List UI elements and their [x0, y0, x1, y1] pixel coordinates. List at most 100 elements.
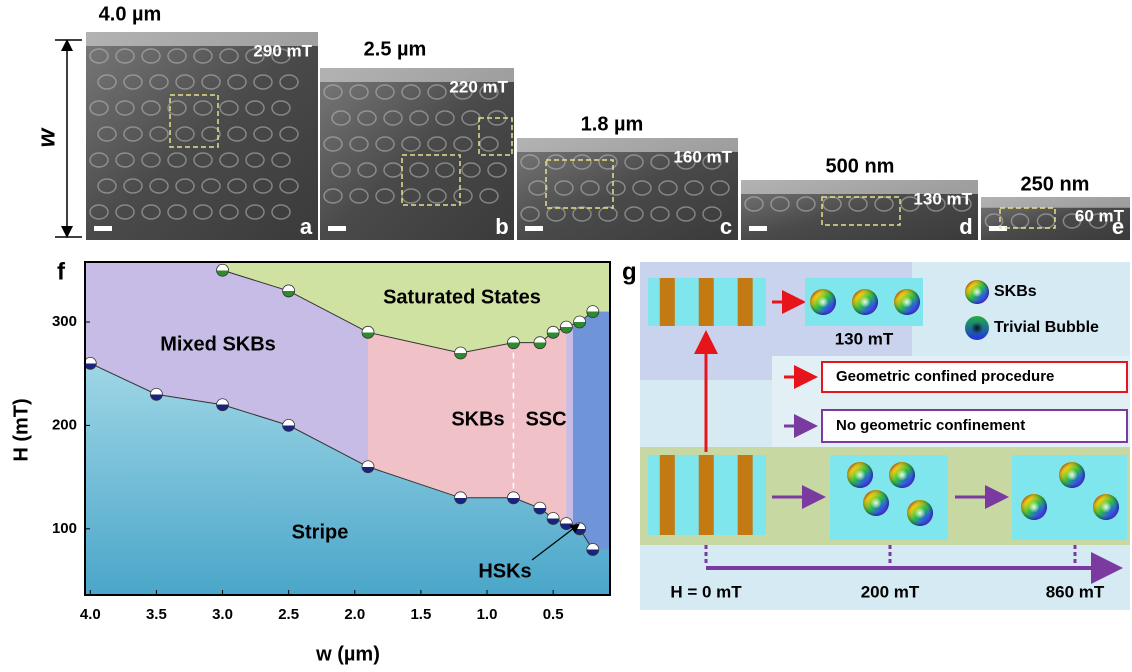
stripe [659, 278, 675, 326]
bubble [624, 154, 644, 170]
panel-letter: d [959, 214, 972, 239]
panel-letter: a [300, 214, 313, 239]
hsk-pointer [531, 523, 580, 561]
bubble [227, 178, 247, 194]
legend-label: Trivial Bubble [994, 319, 1099, 336]
bubble [528, 180, 548, 196]
bubble [227, 126, 247, 142]
bubble [149, 178, 169, 194]
edge-band [741, 180, 978, 194]
data-point [586, 543, 600, 556]
bubble [375, 136, 395, 152]
bubble [271, 48, 291, 64]
bubble [650, 206, 670, 222]
bubble [115, 100, 135, 116]
bubble [115, 204, 135, 220]
ball-shade [894, 289, 920, 315]
bubble [245, 152, 265, 168]
region-label: Stripe [292, 521, 349, 543]
bubble [167, 48, 187, 64]
data-point [216, 398, 229, 412]
panel-size: 2.5 µm [364, 38, 427, 60]
bubble [554, 180, 574, 196]
bubble [123, 74, 143, 90]
bubble [201, 178, 221, 194]
bubble [253, 126, 273, 142]
tem-panels: 4.0 µm 290 mT a 2.5 µm 220 mT b 1.8 µm 160 mT c 5… [86, 3, 1130, 240]
bubble [219, 48, 239, 64]
data-point [559, 517, 573, 531]
data-point [573, 522, 586, 536]
x-tick-label: 1.5 [410, 606, 431, 623]
panel-size: 1.8 µm [581, 113, 644, 135]
bubble [97, 126, 117, 142]
field-label: H = 0 mT [670, 582, 742, 601]
bubble [141, 48, 161, 64]
data-point [533, 336, 547, 350]
bubble [702, 206, 722, 222]
bubble [357, 162, 377, 178]
panel-letter: c [720, 214, 732, 239]
bubble [323, 136, 343, 152]
stripe [737, 278, 753, 326]
ball-shade [847, 462, 873, 488]
panel-letter: g [622, 258, 637, 285]
bubble [598, 206, 618, 222]
bubble [546, 154, 566, 170]
bubble [1010, 213, 1030, 229]
bubble [245, 48, 265, 64]
data-point [586, 305, 600, 319]
x-tick-label: 0.5 [543, 606, 564, 623]
bubble [479, 84, 499, 100]
data-point [507, 336, 520, 350]
edge-band [86, 32, 318, 46]
bubble [331, 162, 351, 178]
bubble [375, 188, 395, 204]
x-tick-label: 4.0 [80, 606, 101, 623]
region-label: HSKs [478, 560, 531, 582]
x-tick-label: 2.5 [278, 606, 299, 623]
panel-letter: f [57, 258, 66, 285]
data-point [361, 325, 375, 339]
ball-shade [965, 316, 989, 340]
ball-shade [852, 289, 878, 315]
bubble [253, 74, 273, 90]
bubble [952, 196, 972, 212]
bubble [123, 178, 143, 194]
bubble-image [830, 455, 948, 540]
ball-shade [810, 289, 836, 315]
bubble [115, 48, 135, 64]
bubble [219, 152, 239, 168]
bubble [375, 84, 395, 100]
x-tick-label: 3.0 [212, 606, 233, 623]
bubble [383, 110, 403, 126]
bubble [453, 136, 473, 152]
bubble [900, 196, 920, 212]
bubble [271, 100, 291, 116]
bubble [427, 84, 447, 100]
bubble [175, 74, 195, 90]
panel-field: 60 mT [1075, 206, 1125, 225]
bubble [461, 162, 481, 178]
bubble [427, 188, 447, 204]
bubble [323, 84, 343, 100]
legend-label: SKBs [994, 283, 1037, 300]
bubble [193, 100, 213, 116]
bubble [349, 84, 369, 100]
dashed-box [478, 117, 513, 156]
field-label: 200 mT [861, 582, 920, 601]
bubble [141, 100, 161, 116]
bubble [710, 180, 730, 196]
bubble [479, 188, 499, 204]
w-label: w [33, 127, 60, 147]
stripe [698, 455, 714, 535]
data-point [507, 491, 520, 505]
bubble [926, 196, 946, 212]
bubble [520, 206, 540, 222]
bubble [193, 204, 213, 220]
edge-band [981, 197, 1130, 208]
bubble [650, 154, 670, 170]
scale-bar [989, 226, 1007, 231]
data-point [282, 418, 296, 432]
